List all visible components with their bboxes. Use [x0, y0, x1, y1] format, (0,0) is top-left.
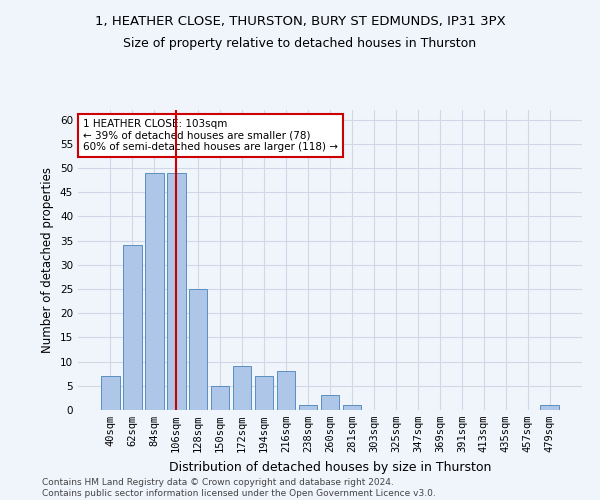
Text: 1, HEATHER CLOSE, THURSTON, BURY ST EDMUNDS, IP31 3PX: 1, HEATHER CLOSE, THURSTON, BURY ST EDMU…	[95, 15, 505, 28]
Bar	[343, 405, 361, 410]
X-axis label: Distribution of detached houses by size in Thurston: Distribution of detached houses by size …	[169, 460, 491, 473]
Bar	[277, 372, 295, 410]
Bar	[167, 173, 185, 410]
Bar	[541, 405, 559, 410]
Text: 1 HEATHER CLOSE: 103sqm
← 39% of detached houses are smaller (78)
60% of semi-de: 1 HEATHER CLOSE: 103sqm ← 39% of detache…	[83, 119, 338, 152]
Bar	[299, 405, 317, 410]
Bar	[145, 173, 164, 410]
Text: Contains HM Land Registry data © Crown copyright and database right 2024.
Contai: Contains HM Land Registry data © Crown c…	[42, 478, 436, 498]
Bar	[255, 376, 274, 410]
Bar	[233, 366, 251, 410]
Y-axis label: Number of detached properties: Number of detached properties	[41, 167, 55, 353]
Bar	[189, 289, 208, 410]
Bar	[211, 386, 229, 410]
Bar	[123, 246, 142, 410]
Bar	[101, 376, 119, 410]
Bar	[320, 396, 340, 410]
Text: Size of property relative to detached houses in Thurston: Size of property relative to detached ho…	[124, 38, 476, 51]
